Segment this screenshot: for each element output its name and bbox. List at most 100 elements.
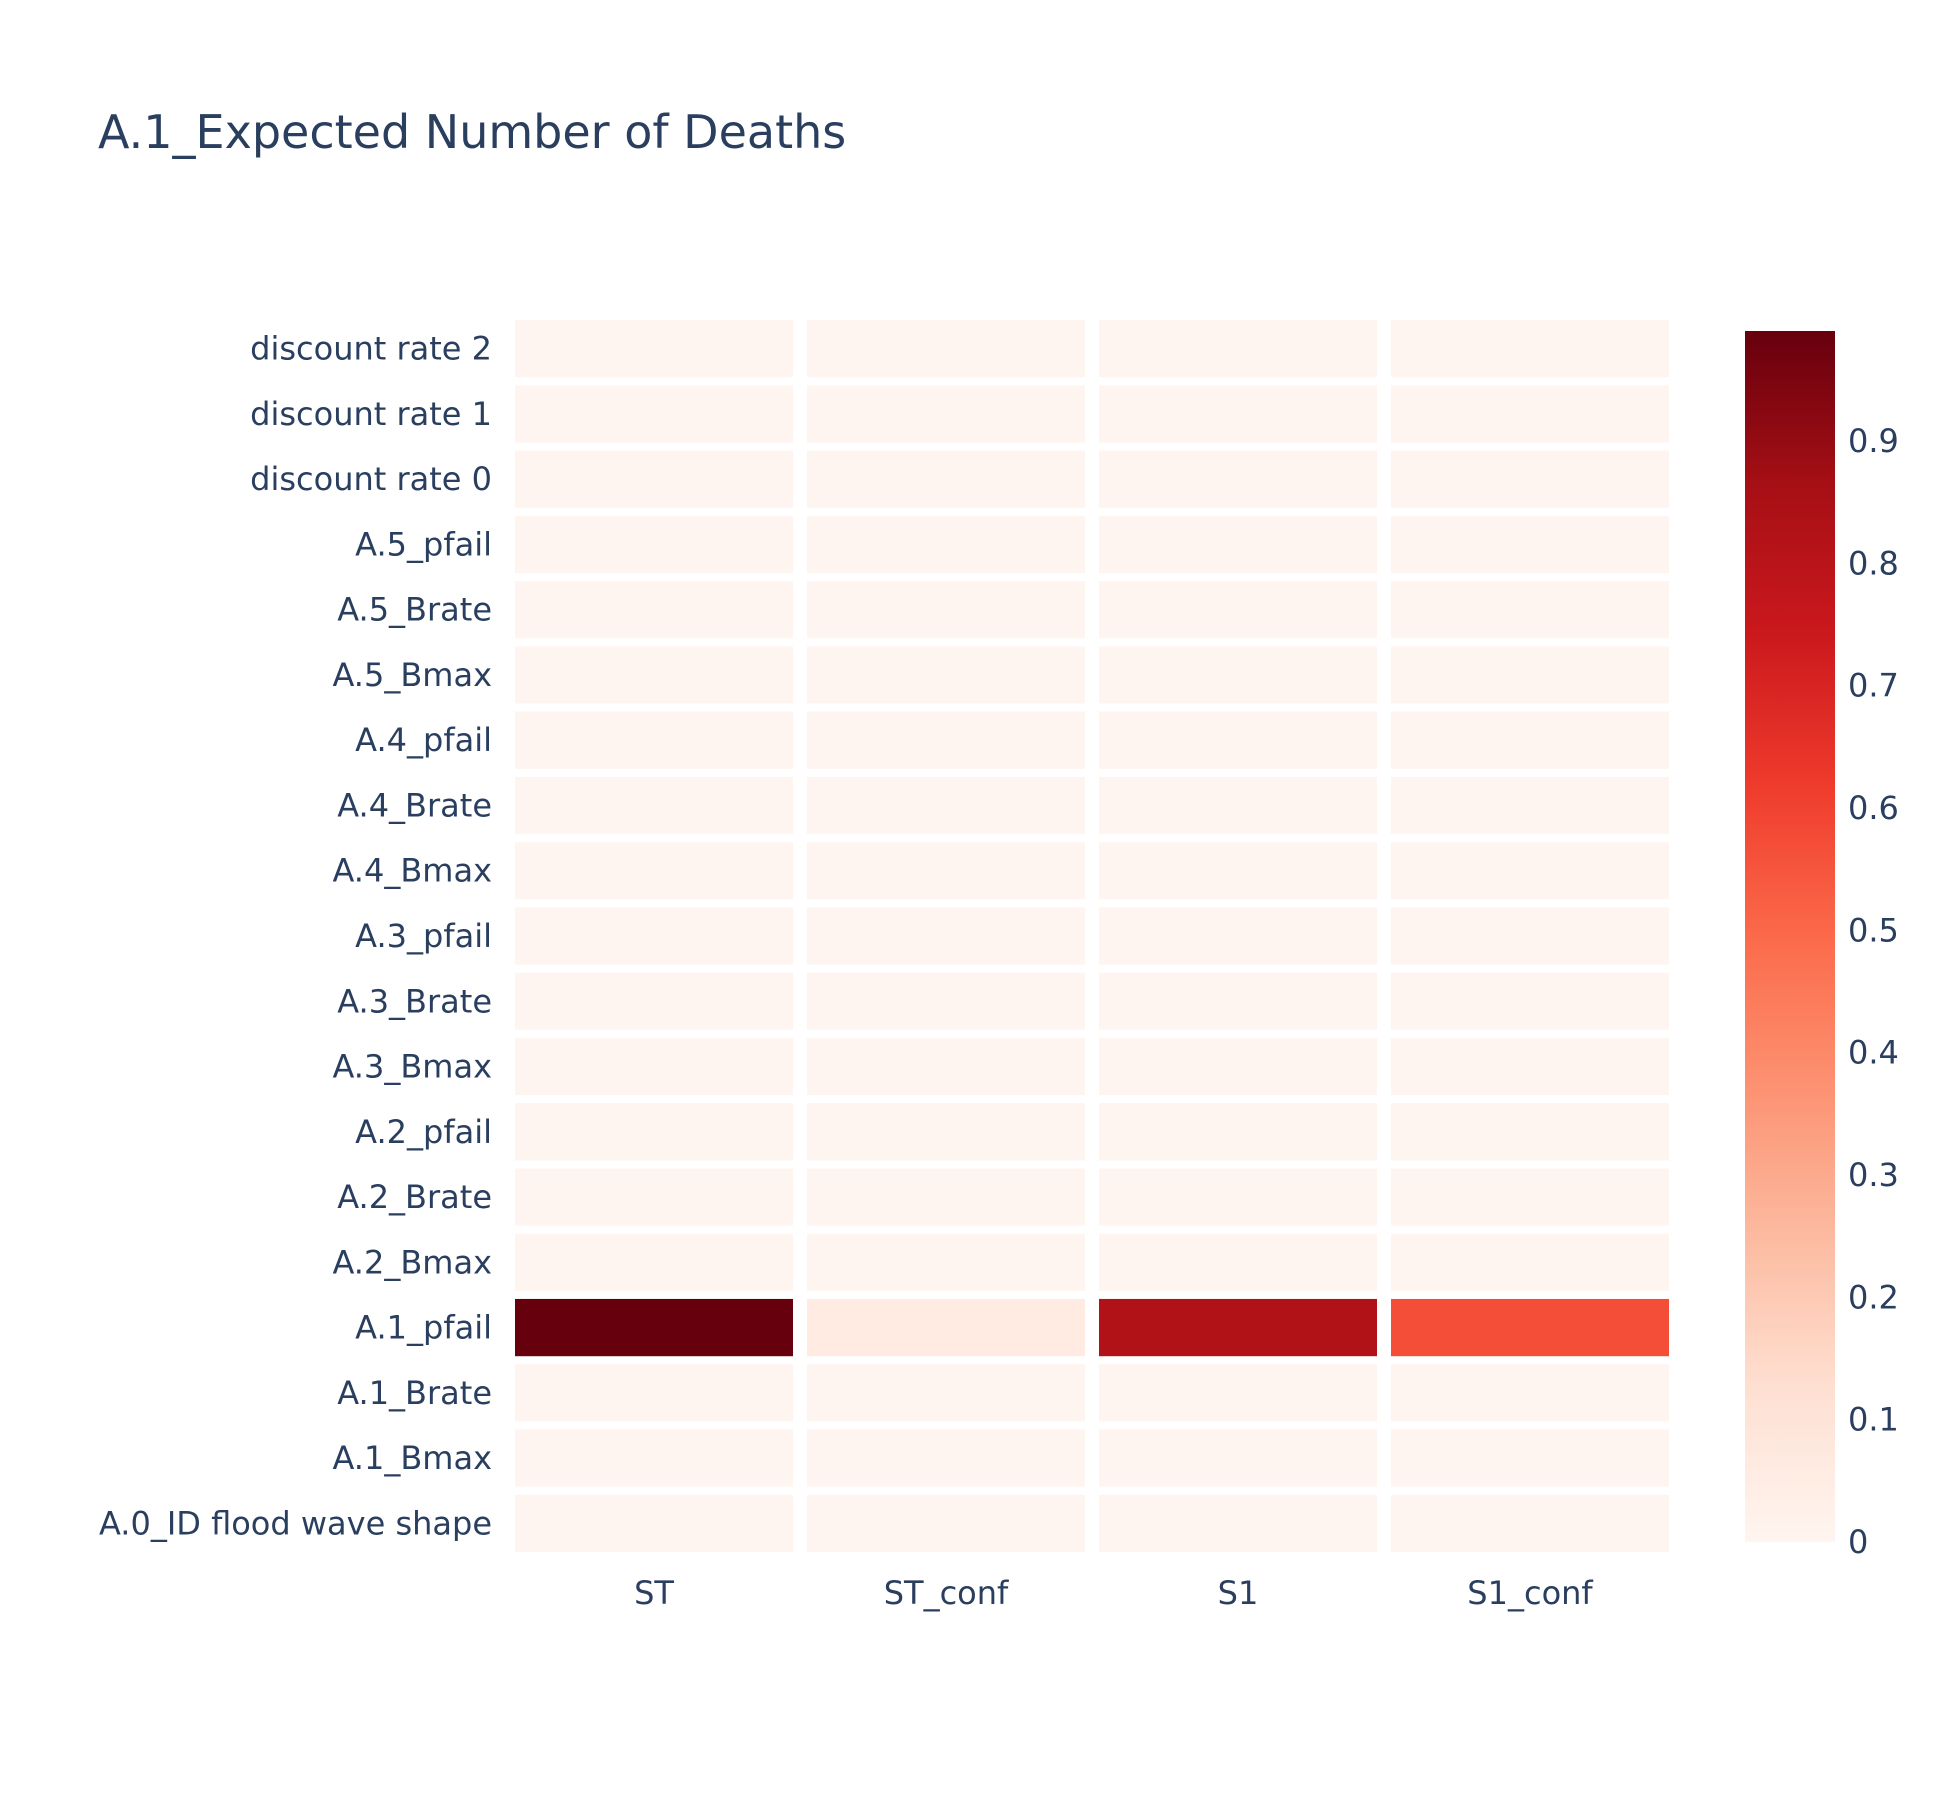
colorbar-tick-label: 0.6: [1848, 789, 1899, 827]
heatmap-cell: [1099, 1494, 1377, 1552]
heatmap-cell: [807, 776, 1085, 835]
y-tick-label: A.5_Brate: [337, 591, 492, 629]
y-tick-label: discount rate 1: [250, 395, 492, 433]
heatmap-cell: [1099, 1298, 1377, 1357]
colorbar-tick-label: 0.3: [1848, 1156, 1899, 1194]
heatmap-cell: [807, 907, 1085, 965]
colorbar-tick-label: 0.8: [1848, 544, 1899, 582]
heatmap-cell: [807, 1429, 1085, 1487]
heatmap-cell: [1391, 450, 1669, 508]
heatmap-cell: [1099, 972, 1377, 1030]
heatmap-cell: [515, 972, 793, 1030]
heatmap-cell: [1391, 646, 1669, 704]
heatmap-cell: [515, 515, 793, 574]
heatmap-cell: [807, 581, 1085, 639]
heatmap-cell: [1391, 1168, 1669, 1226]
colorbar-tick-label: 0.9: [1848, 422, 1899, 460]
y-tick-label: discount rate 0: [250, 460, 492, 498]
y-tick-label: A.2_pfail: [355, 1113, 492, 1151]
heatmap-cell: [1391, 515, 1669, 574]
heatmap-cell: [807, 711, 1085, 769]
heatmap-cell: [515, 842, 793, 900]
heatmap-cell: [1099, 581, 1377, 639]
heatmap-cell: [807, 646, 1085, 704]
colorbar: [1745, 331, 1835, 1542]
heatmap-cell: [1099, 515, 1377, 574]
heatmap-cell: [515, 1494, 793, 1552]
heatmap-cell: [1099, 1103, 1377, 1161]
heatmap-cell: [1391, 1494, 1669, 1552]
heatmap-cell: [1391, 1298, 1669, 1357]
heatmap-cell: [807, 1233, 1085, 1291]
heatmap-cell: [1391, 581, 1669, 639]
heatmap-cell: [515, 711, 793, 769]
heatmap-cell: [1391, 711, 1669, 769]
heatmap-cell: [1099, 1168, 1377, 1226]
heatmap-cell: [1099, 385, 1377, 443]
heatmap-cell: [1391, 1364, 1669, 1422]
y-tick-label: A.2_Bmax: [332, 1243, 492, 1281]
colorbar-tick-labels: 0 0.1 0.2 0.3 0.4 0.5 0.6 0.7 0.8 0.9: [1848, 422, 1899, 1561]
heatmap-cells: [515, 320, 1669, 1552]
heatmap-cell: [515, 1233, 793, 1291]
heatmap-cell: [807, 320, 1085, 378]
heatmap-cell: [1391, 1103, 1669, 1161]
heatmap-cell: [515, 581, 793, 639]
heatmap-cell: [1391, 972, 1669, 1030]
y-tick-label: A.1_Brate: [337, 1374, 492, 1412]
x-tick-label: ST_conf: [884, 1574, 1009, 1612]
heatmap-cell: [807, 972, 1085, 1030]
y-tick-label: A.5_pfail: [355, 525, 492, 563]
heatmap-cell: [1099, 1233, 1377, 1291]
heatmap-cell: [1099, 907, 1377, 965]
heatmap-cell: [515, 646, 793, 704]
heatmap-cell: [515, 450, 793, 508]
heatmap-cell: [1391, 776, 1669, 835]
heatmap-cell: [1099, 1429, 1377, 1487]
heatmap-cell: [1391, 1037, 1669, 1096]
heatmap-cell: [515, 1429, 793, 1487]
y-tick-label: A.4_Bmax: [332, 852, 492, 890]
heatmap-cell: [1391, 842, 1669, 900]
chart-title: A.1_Expected Number of Deaths: [98, 105, 846, 159]
heatmap-cell: [1099, 842, 1377, 900]
heatmap-cell: [1099, 450, 1377, 508]
y-tick-label: discount rate 2: [250, 330, 492, 368]
y-tick-label: A.5_Bmax: [332, 656, 492, 694]
heatmap-cell: [515, 776, 793, 835]
y-tick-label: A.4_Brate: [337, 786, 492, 824]
heatmap-cell: [1099, 711, 1377, 769]
x-tick-label: S1_conf: [1467, 1574, 1593, 1612]
y-tick-label: A.3_Bmax: [332, 1048, 492, 1086]
heatmap-cell: [807, 1168, 1085, 1226]
heatmap-cell: [807, 1103, 1085, 1161]
heatmap-cell: [807, 515, 1085, 574]
heatmap-cell: [515, 1103, 793, 1161]
y-tick-label: A.4_pfail: [355, 721, 492, 759]
heatmap-cell: [515, 1037, 793, 1096]
heatmap-cell: [515, 385, 793, 443]
heatmap-cell: [807, 1037, 1085, 1096]
y-tick-label: A.2_Brate: [337, 1178, 492, 1216]
heatmap-cell: [1099, 1364, 1377, 1422]
x-tick-label: ST: [634, 1574, 674, 1612]
heatmap-cell: [1391, 907, 1669, 965]
heatmap-cell: [807, 1298, 1085, 1357]
y-tick-label: A.0_ID flood wave shape: [99, 1504, 492, 1542]
colorbar-tick-label: 0.7: [1848, 667, 1899, 705]
y-axis-labels: A.0_ID flood wave shape A.1_Bmax A.1_Brate…: [99, 330, 492, 1543]
heatmap-cell: [515, 320, 793, 378]
colorbar-tick-label: 0.2: [1848, 1278, 1899, 1316]
colorbar-tick-label: 0.4: [1848, 1034, 1899, 1072]
heatmap-cell: [1099, 1037, 1377, 1096]
heatmap-cell: [515, 907, 793, 965]
colorbar-tick-label: 0: [1848, 1523, 1868, 1561]
heatmap-cell: [807, 450, 1085, 508]
heatmap-cell: [807, 385, 1085, 443]
heatmap-cell: [807, 1494, 1085, 1552]
colorbar-tick-label: 0.1: [1848, 1401, 1899, 1439]
heatmap-cell: [1391, 1233, 1669, 1291]
y-tick-label: A.1_pfail: [355, 1309, 492, 1347]
heatmap-cell: [515, 1168, 793, 1226]
